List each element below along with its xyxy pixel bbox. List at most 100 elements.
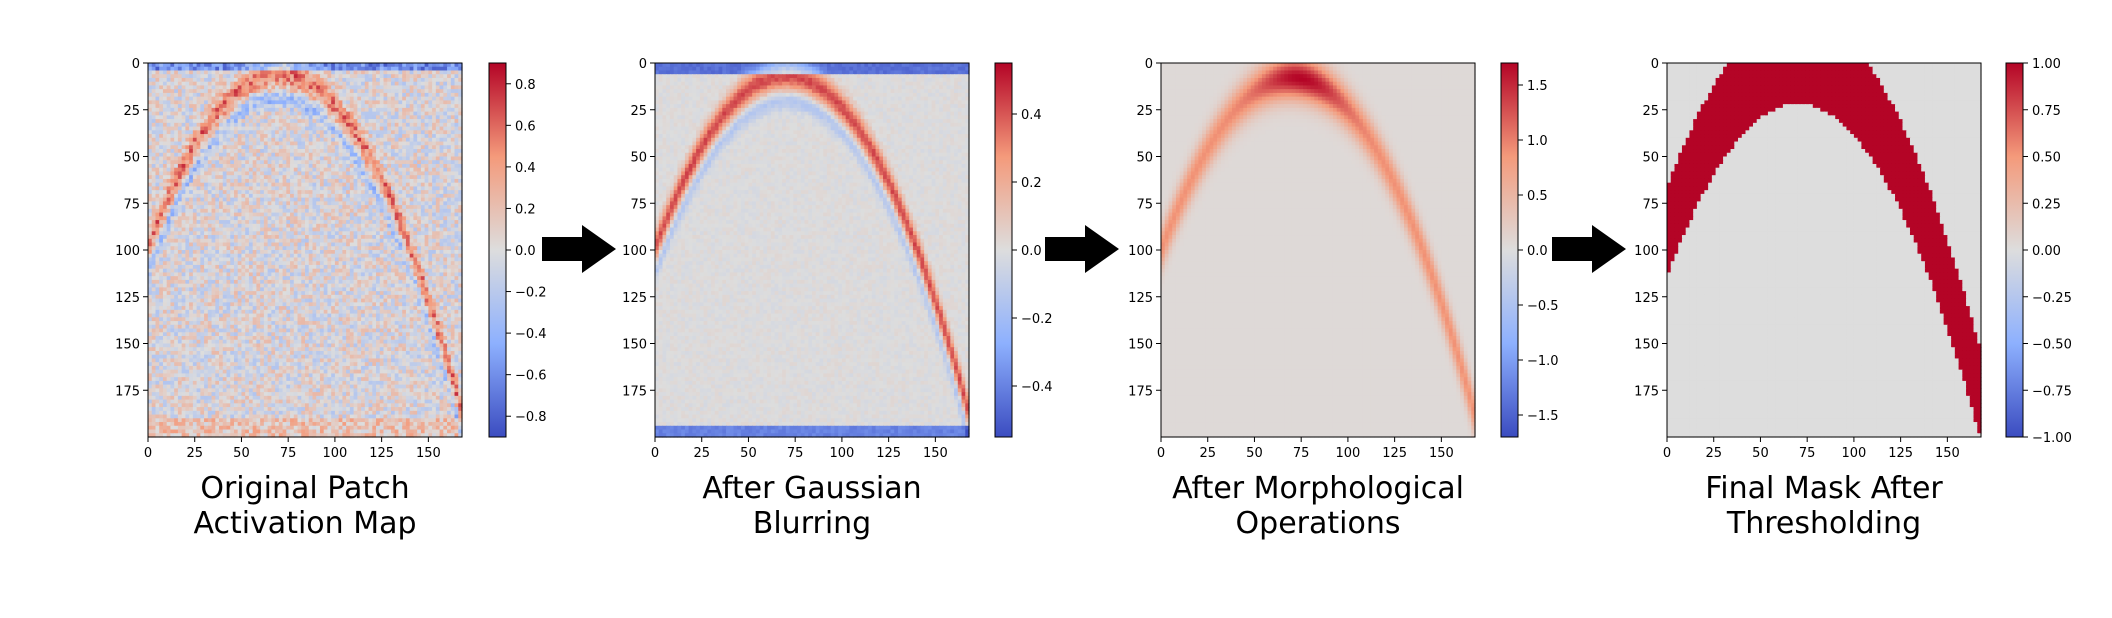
colorbar	[994, 62, 1013, 438]
panel-1: 0 25 50 75 100 125 150 0 25 50 75 100 125 150 175 0.8 0.…	[115, 57, 546, 541]
y-tick-label: 25	[630, 104, 647, 119]
colorbar-tick-label: 0.5	[1527, 189, 1548, 204]
colorbar-tick-label: −0.2	[515, 286, 547, 301]
y-tick-label: 50	[1136, 151, 1153, 166]
y-tick-label: 150	[115, 338, 140, 353]
colorbar-tick-label: −1.5	[1527, 409, 1559, 424]
colorbar-tick-label: 1.5	[1527, 79, 1548, 94]
colorbar-tick-label: −0.75	[2032, 384, 2072, 399]
y-tick-label: 50	[123, 151, 140, 166]
panel-title: Original Patch	[200, 471, 409, 506]
y-tick-label: 25	[1136, 104, 1153, 119]
panel-2: 0 25 50 75 100 125 150 0 25 50 75 100 125 150 175 0.4 0.…	[622, 57, 1052, 541]
y-tick-label: 150	[1634, 338, 1659, 353]
x-tick-label: 125	[1382, 446, 1407, 461]
x-tick-label: 75	[787, 446, 804, 461]
colorbar	[1500, 62, 1519, 438]
x-tick-label: 150	[923, 446, 948, 461]
colorbar-tick-label: 0.2	[1021, 176, 1042, 191]
colorbar-tick-label: −1.00	[2032, 431, 2072, 446]
y-tick-label: 125	[1128, 291, 1153, 306]
y-tick-label: 0	[639, 57, 647, 72]
y-tick-label: 0	[1651, 57, 1659, 72]
y-tick-label: 50	[630, 151, 647, 166]
x-tick-label: 25	[1199, 446, 1216, 461]
heatmap-image	[1161, 63, 1476, 438]
panel-title: After Gaussian	[702, 471, 921, 506]
colorbar-tick-label: 0.25	[2032, 197, 2061, 212]
x-tick-label: 50	[1246, 446, 1263, 461]
x-tick-label: 25	[186, 446, 203, 461]
x-tick-label: 25	[693, 446, 710, 461]
colorbar-tick-label: −0.50	[2032, 338, 2072, 353]
y-tick-label: 25	[123, 104, 140, 119]
y-tick-label: 75	[123, 197, 140, 212]
x-tick-label: 0	[144, 446, 152, 461]
colorbar-tick-label: 0.4	[515, 161, 536, 176]
colorbar-tick-label: −0.2	[1021, 312, 1053, 327]
x-tick-label: 75	[280, 446, 297, 461]
x-tick-label: 125	[1888, 446, 1913, 461]
x-tick-label: 150	[416, 446, 441, 461]
panel-4: 0 25 50 75 100 125 150 0 25 50 75 100 125 150 175 1.00 0…	[1634, 57, 2072, 541]
colorbar	[488, 62, 507, 438]
y-tick-label: 100	[622, 244, 647, 259]
x-tick-label: 100	[1841, 446, 1866, 461]
heatmap-image	[148, 63, 463, 438]
x-tick-label: 75	[1293, 446, 1310, 461]
colorbar-tick-label: 0.4	[1021, 108, 1042, 123]
right-arrow	[542, 225, 616, 273]
x-tick-label: 25	[1705, 446, 1722, 461]
colorbar-tick-label: 0.2	[515, 202, 536, 217]
y-tick-label: 175	[1634, 384, 1659, 399]
y-tick-label: 125	[1634, 291, 1659, 306]
right-arrow	[1552, 225, 1626, 273]
colorbar-tick-label: 0.6	[515, 119, 536, 134]
x-tick-label: 0	[651, 446, 659, 461]
x-tick-label: 50	[1752, 446, 1769, 461]
colorbar-tick-label: −0.6	[515, 369, 547, 384]
x-tick-label: 125	[876, 446, 901, 461]
colorbar-tick-label: 0.8	[515, 78, 536, 93]
x-tick-label: 0	[1157, 446, 1165, 461]
heatmap-image	[655, 63, 970, 438]
y-tick-label: 125	[115, 291, 140, 306]
y-tick-label: 175	[1128, 384, 1153, 399]
colorbar-tick-label: 0.50	[2032, 151, 2061, 166]
y-tick-label: 175	[115, 384, 140, 399]
y-tick-label: 100	[1634, 244, 1659, 259]
colorbar-tick-label: −1.0	[1527, 354, 1559, 369]
x-tick-label: 100	[1335, 446, 1360, 461]
y-tick-label: 50	[1642, 151, 1659, 166]
x-tick-label: 0	[1663, 446, 1671, 461]
y-tick-label: 75	[1642, 197, 1659, 212]
colorbar-tick-label: −0.8	[515, 410, 547, 425]
y-tick-label: 150	[622, 338, 647, 353]
right-arrow	[1045, 225, 1119, 273]
y-tick-label: 150	[1128, 338, 1153, 353]
colorbar-tick-label: 1.0	[1527, 134, 1548, 149]
y-tick-label: 75	[630, 197, 647, 212]
y-tick-label: 25	[1642, 104, 1659, 119]
colorbar-tick-label: −0.5	[1527, 299, 1559, 314]
y-tick-label: 125	[622, 291, 647, 306]
colorbar	[2005, 62, 2024, 438]
y-tick-label: 100	[115, 244, 140, 259]
x-tick-label: 150	[1429, 446, 1454, 461]
heatmap-image	[1667, 63, 1982, 438]
x-tick-label: 75	[1799, 446, 1816, 461]
x-tick-label: 50	[233, 446, 250, 461]
x-tick-label: 100	[322, 446, 347, 461]
y-tick-label: 0	[1145, 57, 1153, 72]
y-tick-label: 75	[1136, 197, 1153, 212]
colorbar-tick-label: 0.0	[1527, 244, 1548, 259]
colorbar-tick-label: 0.0	[515, 244, 536, 259]
panel-title: Operations	[1236, 506, 1401, 541]
panel-3: 0 25 50 75 100 125 150 0 25 50 75 100 125 150 175 1.5 1.…	[1128, 57, 1558, 541]
panel-title: Final Mask After	[1705, 471, 1943, 506]
colorbar-tick-label: 0.0	[1021, 244, 1042, 259]
x-tick-label: 50	[740, 446, 757, 461]
y-tick-label: 175	[622, 384, 647, 399]
colorbar-tick-label: −0.4	[1021, 380, 1053, 395]
